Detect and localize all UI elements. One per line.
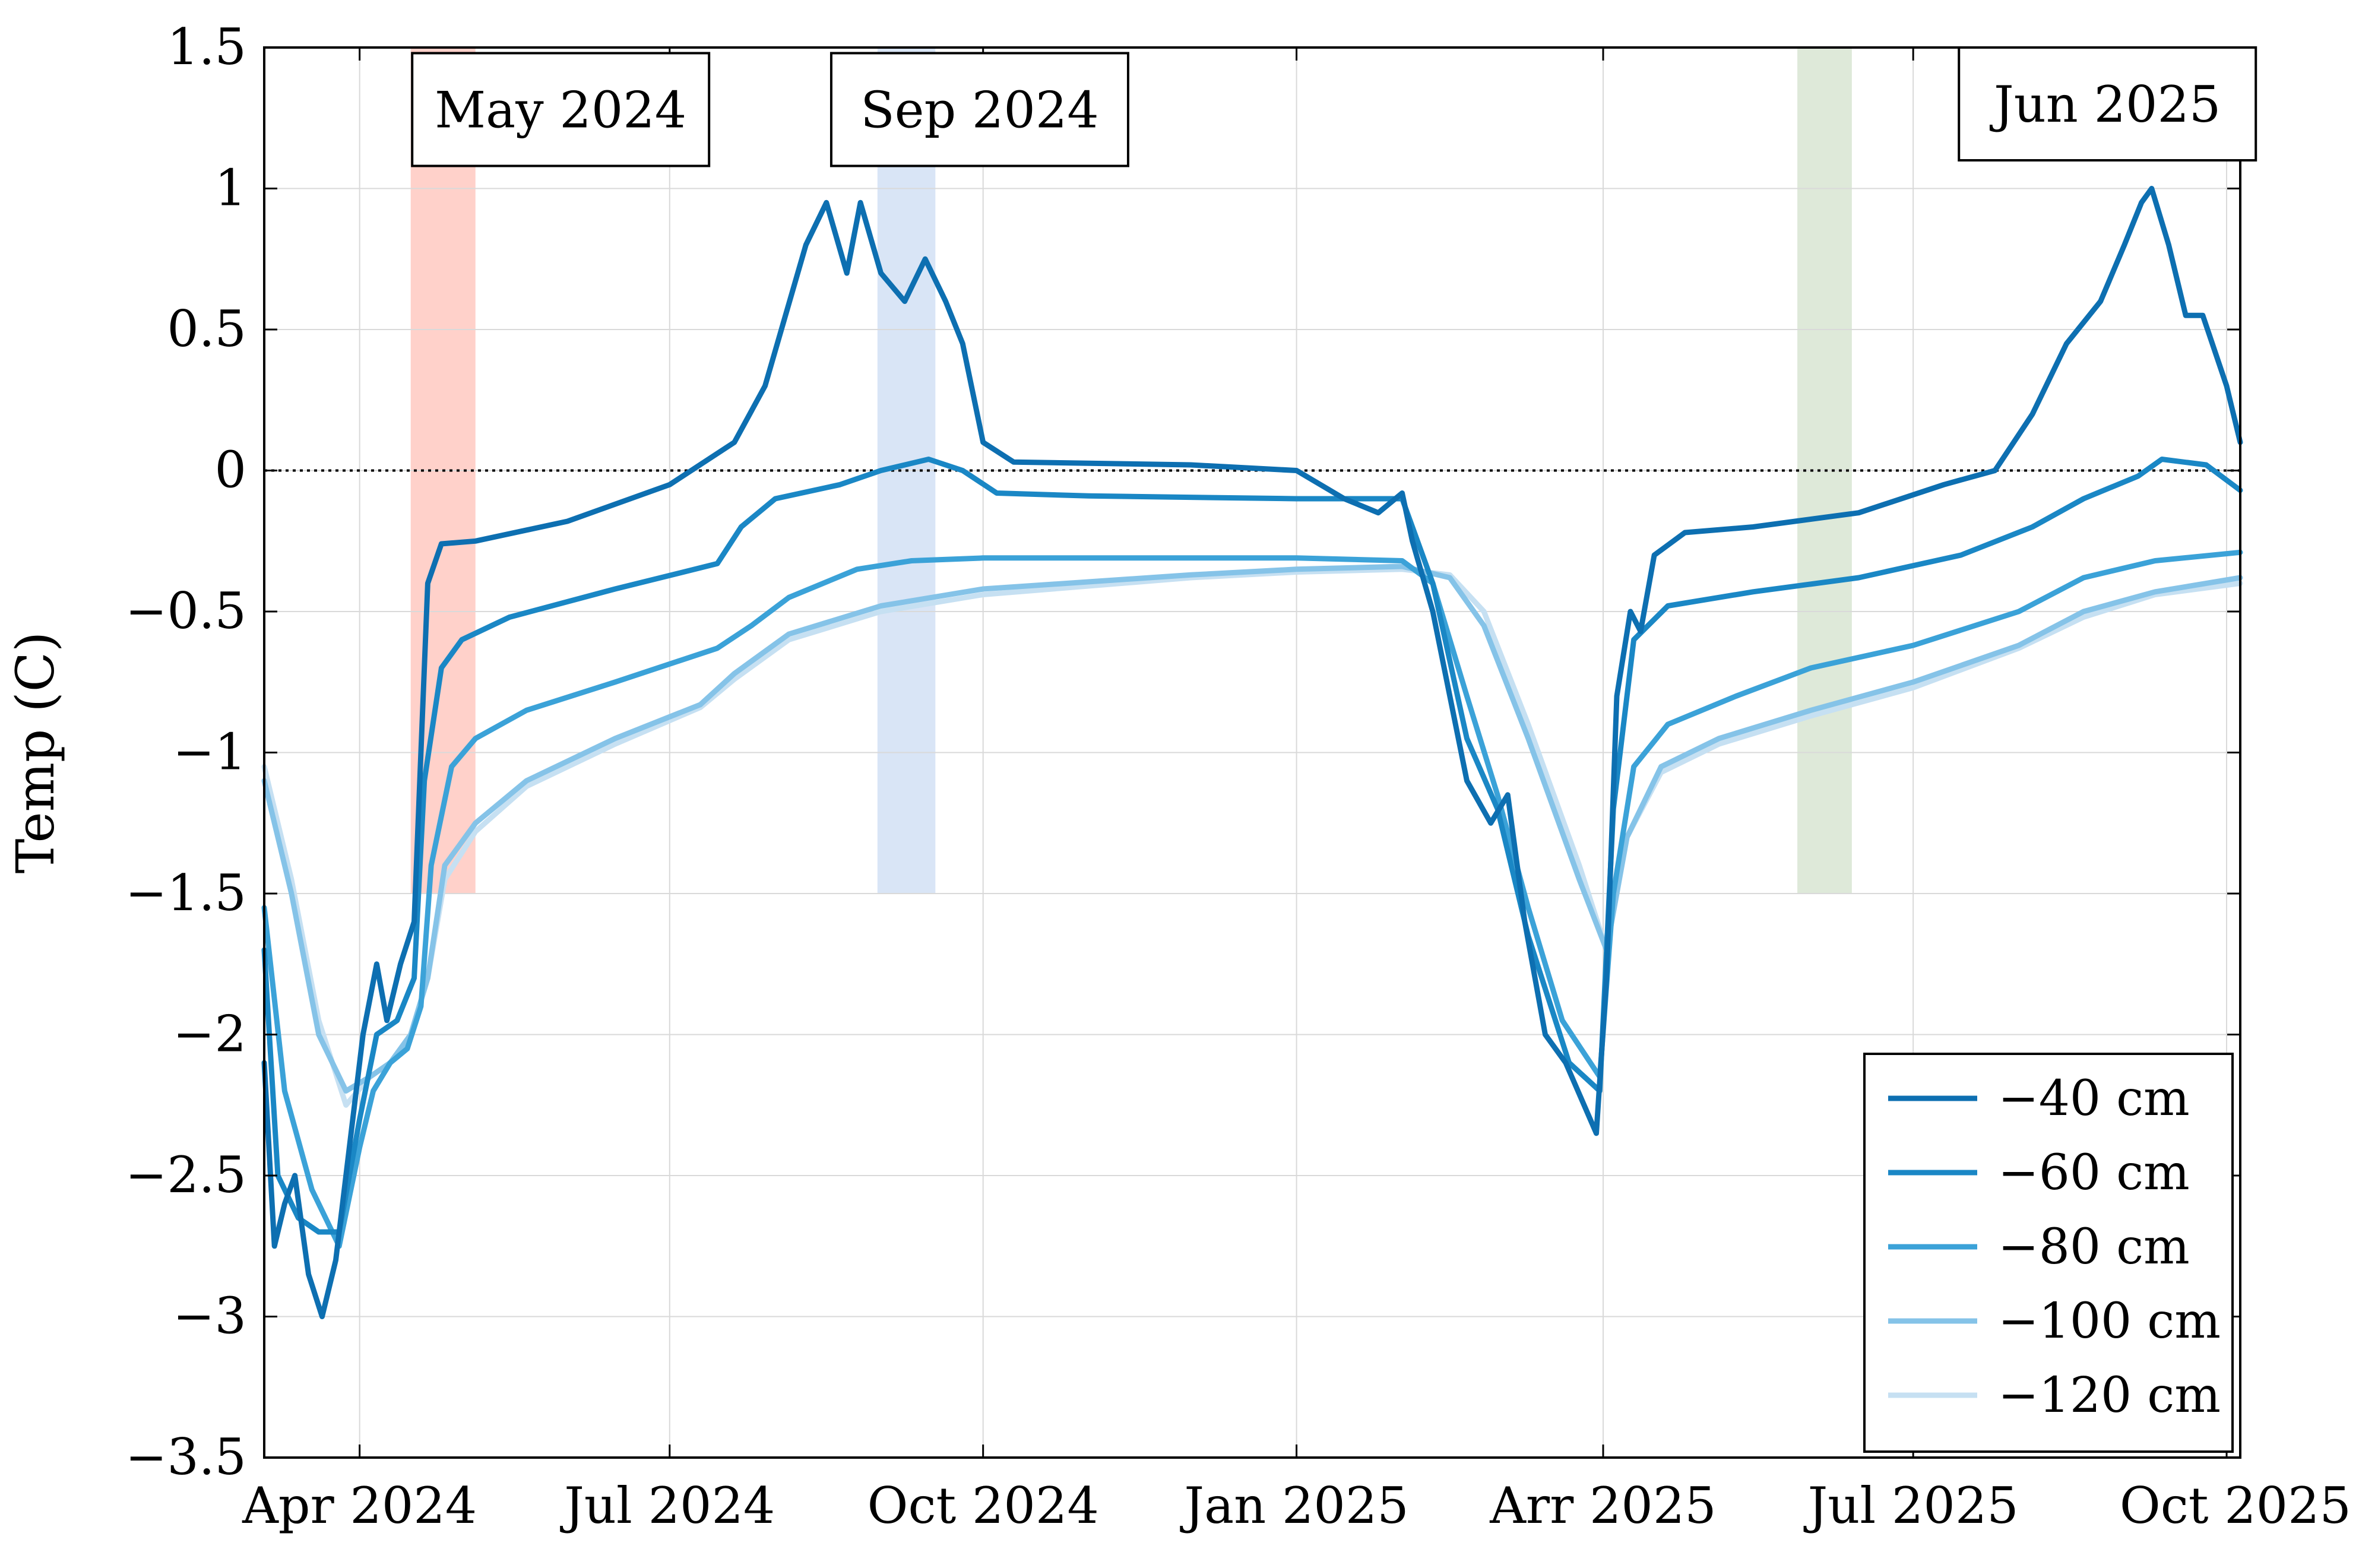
x-tick-label: Jul 2024 bbox=[559, 1477, 775, 1535]
series-line-1 bbox=[261, 457, 2243, 1235]
series-line-3 bbox=[261, 563, 2243, 1094]
series-lines bbox=[261, 186, 2243, 1319]
annotation-label: May 2024 bbox=[435, 81, 686, 140]
x-axis-ticks: Apr 2024 Jul 2024 Oct 2024 Jan 2025 Arr 2025… bbox=[242, 47, 2351, 1535]
annotation-box-0 bbox=[411, 52, 711, 167]
legend-label: −60 cm bbox=[1998, 1145, 2190, 1201]
x-tick-label: Oct 2025 bbox=[2120, 1477, 2351, 1535]
legend-label: −120 cm bbox=[1998, 1367, 2221, 1424]
y-tick-label: 0.5 bbox=[167, 300, 246, 358]
y-tick-label: −3.5 bbox=[125, 1428, 246, 1486]
x-tick-label: Jul 2025 bbox=[1803, 1477, 2019, 1535]
x-tick-label: Jan 2025 bbox=[1179, 1477, 1408, 1535]
annotation-label: Sep 2024 bbox=[860, 81, 1099, 140]
y-tick-label: −1 bbox=[173, 723, 246, 781]
y-tick-label: −0.5 bbox=[125, 582, 246, 640]
y-tick-label: −2 bbox=[173, 1005, 246, 1063]
y-tick-label: −2.5 bbox=[125, 1146, 246, 1204]
annotation-box-1 bbox=[829, 52, 1129, 167]
y-tick-label: 1 bbox=[215, 159, 246, 217]
legend-label: −100 cm bbox=[1998, 1293, 2221, 1350]
legend-label: −40 cm bbox=[1998, 1070, 2190, 1127]
series-line-0 bbox=[261, 186, 2243, 1319]
y-axis-ticks: 1.5 1 0.5 0 −0.5 −1 −1.5 −2 −2.5 −3 −3.5 bbox=[125, 18, 2240, 1486]
x-tick-label: Arr 2025 bbox=[1489, 1477, 1716, 1535]
y-tick-label: 1.5 bbox=[167, 18, 246, 76]
annotation-label: Jun 2025 bbox=[1989, 75, 2221, 134]
x-tick-label: Oct 2024 bbox=[867, 1477, 1099, 1535]
legend-label: −80 cm bbox=[1998, 1219, 2190, 1275]
y-tick-label: −3 bbox=[173, 1287, 246, 1345]
y-tick-label: 0 bbox=[215, 441, 246, 499]
x-tick-label: Apr 2024 bbox=[242, 1477, 477, 1535]
series-line-2 bbox=[261, 549, 2243, 1249]
y-tick-label: −1.5 bbox=[125, 864, 246, 922]
annotation-box-2 bbox=[1958, 46, 2257, 161]
period-annotations: May 2024 Sep 2024 Jun 2025 bbox=[411, 46, 2257, 167]
y-axis-label: Temp (C) bbox=[5, 632, 66, 874]
legend-box bbox=[1863, 1053, 2234, 1453]
series-line-4 bbox=[261, 566, 2243, 1108]
legend: −40 cm −60 cm −80 cm −100 cm −120 cm bbox=[1863, 1053, 2234, 1453]
